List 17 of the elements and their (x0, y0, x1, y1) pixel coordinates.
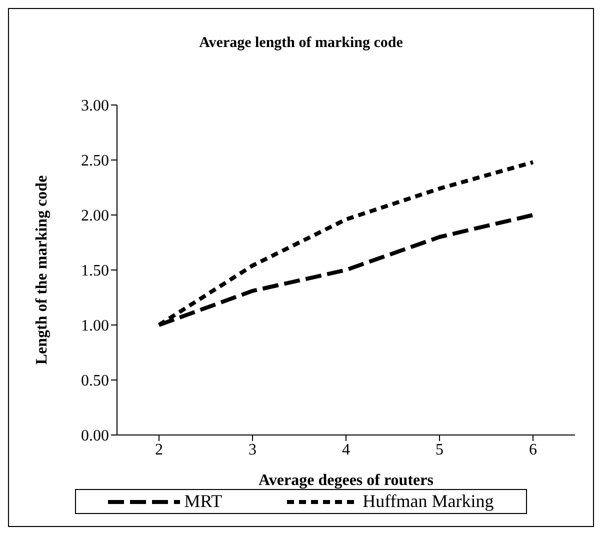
y-tick-label: 0.50 (81, 372, 109, 390)
legend-label: MRT (184, 491, 222, 512)
y-tick-label: 2.50 (81, 152, 109, 170)
y-tick-label: 2.00 (81, 208, 109, 225)
x-tick-label: 4 (342, 441, 350, 458)
chart-title: Average length of marking code (198, 35, 404, 52)
y-tick-label: 1.00 (81, 318, 109, 335)
y-axis-title: Length of the marking code (34, 175, 51, 365)
y-tick-label: 1.50 (81, 262, 109, 280)
x-axis-title: Average degees of routers (258, 472, 434, 489)
legend-label: Huffman Marking (362, 491, 494, 512)
x-tick-label: 3 (248, 441, 256, 458)
x-tick-label: 2 (155, 441, 163, 458)
x-tick-label: 5 (436, 441, 444, 458)
x-tick-label: 6 (529, 441, 537, 458)
y-tick-label: 0.00 (81, 428, 109, 445)
y-tick-label: 3.00 (81, 98, 109, 115)
